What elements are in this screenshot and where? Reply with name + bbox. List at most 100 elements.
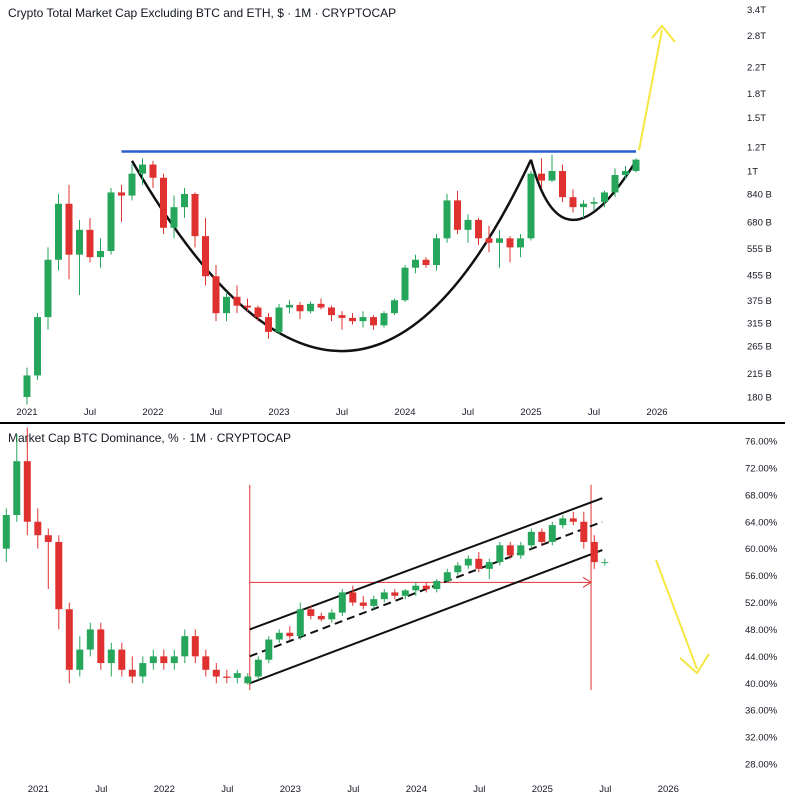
candle-body <box>401 267 409 301</box>
candle-body <box>412 585 420 591</box>
top-y-tick-label: 555 B <box>747 244 772 255</box>
bottom-y-tick-label: 52.00% <box>745 598 778 609</box>
candle-body <box>160 177 167 228</box>
candle-body <box>275 632 283 640</box>
candle-body <box>496 545 504 563</box>
top-y-tick-label: 265 B <box>747 342 772 353</box>
candle-body <box>223 676 231 678</box>
candle-body <box>391 592 399 596</box>
bottom-y-tick-label: 76.00% <box>745 437 778 448</box>
top-y-tick-label: 180 B <box>747 393 772 404</box>
candle-body <box>433 580 441 590</box>
top-x-tick-label: 2022 <box>142 407 163 418</box>
top-x-tick-label: 2023 <box>268 407 289 418</box>
candle-body <box>559 518 567 526</box>
candle-body <box>538 173 545 181</box>
candle-body <box>244 676 252 684</box>
candle-body <box>107 649 115 664</box>
candle-body <box>370 599 378 606</box>
candle-body <box>611 175 619 193</box>
candle-body <box>118 192 125 196</box>
candle-body <box>317 615 325 620</box>
bottom-x-tick-label: 2026 <box>658 784 679 795</box>
bottom-y-tick-label: 44.00% <box>745 652 778 663</box>
horizontal-level-arrowhead <box>582 576 592 588</box>
cup-curve <box>130 159 533 353</box>
bottom-x-tick-label: Jul <box>95 784 107 795</box>
top-x-tick-label: 2024 <box>394 407 415 418</box>
candle-body <box>412 259 419 268</box>
bottom-y-tick-label: 32.00% <box>745 733 778 744</box>
candle-body <box>202 236 209 277</box>
btc-dominance-pane: Market Cap BTC Dominance, % · 1M · CRYPT… <box>2 427 778 795</box>
bottom-x-tick-label: 2021 <box>28 784 49 795</box>
candle-body <box>170 207 178 228</box>
candle-body <box>506 238 514 248</box>
bottom-y-tick-label: 60.00% <box>745 544 778 555</box>
candle-body <box>34 521 42 536</box>
candle-body <box>601 192 608 203</box>
bottom-x-tick-label: 2024 <box>406 784 427 795</box>
top-x-tick-label: Jul <box>462 407 474 418</box>
candle-body <box>590 541 598 563</box>
candle-body <box>23 461 31 522</box>
candle-body <box>107 192 115 251</box>
candle-body <box>580 521 588 542</box>
candle-body <box>275 307 283 332</box>
candle-body <box>2 515 10 549</box>
candle-body <box>191 636 199 657</box>
bottom-y-tick-label: 48.00% <box>745 625 778 636</box>
candle-body <box>464 558 472 566</box>
candle-body <box>307 609 315 616</box>
market-cap-pane: Crypto Total Market Cap Excluding BTC an… <box>8 5 772 418</box>
breakout-arrow-head <box>651 24 676 43</box>
candle-body <box>359 317 367 322</box>
candle-body <box>44 259 52 318</box>
candle-body <box>338 592 346 613</box>
candle-body <box>170 656 178 664</box>
top-y-tick-label: 3.4T <box>747 5 766 16</box>
candle-body <box>223 296 230 314</box>
candle-body <box>265 317 272 332</box>
candle-body <box>181 636 189 657</box>
candle-body <box>370 317 377 326</box>
bottom-chart-title: Market Cap BTC Dominance, % · 1M · CRYPT… <box>8 431 291 445</box>
candle-body <box>485 238 493 243</box>
top-y-tick-label: 1.2T <box>747 142 766 153</box>
candle-body <box>233 673 241 678</box>
candle-body <box>97 250 104 258</box>
top-y-tick-label: 215 B <box>747 369 772 380</box>
candle-body <box>601 562 609 564</box>
top-y-tick-label: 680 B <box>747 217 772 228</box>
candle-body <box>86 629 94 650</box>
candle-body <box>286 304 293 308</box>
candle-body <box>590 202 598 204</box>
candle-body <box>485 562 493 569</box>
bottom-x-tick-label: Jul <box>473 784 485 795</box>
breakdown-arrow-head <box>679 653 710 675</box>
bottom-y-tick-label: 68.00% <box>745 490 778 501</box>
candle-body <box>86 229 94 258</box>
top-y-tick-label: 1.8T <box>747 89 766 100</box>
candle-body <box>475 558 483 569</box>
top-y-tick-label: 840 B <box>747 189 772 200</box>
top-y-tick-label: 375 B <box>747 296 772 307</box>
candle-body <box>181 193 188 208</box>
top-y-tick-label: 1.5T <box>747 113 766 124</box>
candle-body <box>475 219 482 239</box>
candle-body <box>517 545 525 556</box>
bottom-x-tick-label: Jul <box>347 784 359 795</box>
candle-body <box>34 317 41 376</box>
top-x-tick-label: Jul <box>588 407 600 418</box>
candle-body <box>296 609 304 637</box>
candle-body <box>13 461 21 516</box>
candle-body <box>349 317 356 322</box>
candle-body <box>328 307 335 316</box>
bottom-x-tick-label: 2025 <box>532 784 553 795</box>
candle-body <box>548 525 556 542</box>
candle-body <box>254 307 262 318</box>
candle-body <box>139 663 147 677</box>
candle-body <box>538 531 546 542</box>
candle-body <box>443 200 451 239</box>
